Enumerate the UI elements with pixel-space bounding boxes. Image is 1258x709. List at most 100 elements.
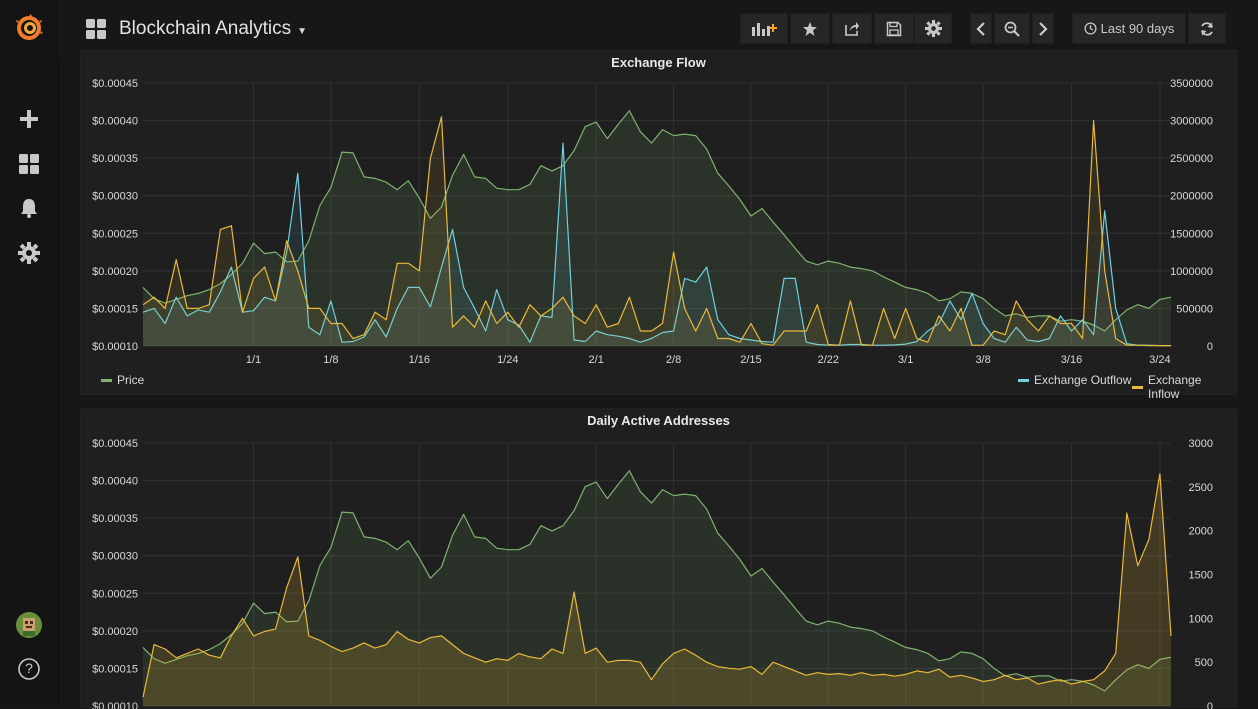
price-series-line	[142, 470, 1172, 692]
y-axis-left-tick: $0.00025	[92, 588, 138, 600]
y-axis-left-tick: $0.00035	[92, 513, 138, 525]
chevron-right-icon	[1039, 21, 1048, 36]
exchange-outflow-series-area	[143, 143, 1171, 346]
zoom-out-icon	[1004, 21, 1020, 37]
legend-label: Exchange Inflow	[1148, 373, 1202, 401]
refresh-button[interactable]	[1188, 13, 1226, 44]
y-axis-right-tick: 1500	[1189, 570, 1213, 582]
share-icon	[845, 21, 859, 36]
caret-down-icon: ▼	[297, 25, 308, 37]
gear-icon	[924, 20, 942, 37]
legend-swatch	[1018, 378, 1029, 382]
x-axis-tick: 1/16	[409, 354, 430, 366]
help-label: ?	[25, 660, 33, 676]
x-axis-tick: 2/1	[589, 354, 604, 366]
y-axis-left-tick: $0.00020	[92, 626, 138, 638]
time-back-button[interactable]	[970, 13, 992, 44]
dashboards-icon	[86, 19, 106, 39]
price-series-area	[143, 110, 1171, 346]
plus-icon[interactable]	[14, 104, 44, 134]
legend-label: Price	[117, 373, 145, 387]
price-series-line	[142, 110, 1172, 332]
exchange-flow-panel[interactable]: Exchange Flow $0.00010 $0.00015 $0.00020 $0…	[80, 50, 1237, 401]
legend-exchange-outflow[interactable]: Exchange Outflow	[1018, 373, 1131, 387]
bell-icon[interactable]	[14, 193, 44, 223]
zoom-out-button[interactable]	[994, 13, 1030, 44]
x-axis-tick: 2/8	[666, 354, 681, 366]
daily-active-addresses-panel[interactable]: Daily Active Addresses $0.00010 $0.00015 $…	[80, 408, 1237, 709]
x-axis-tick: 2/15	[740, 354, 761, 366]
x-axis-tick: 2/22	[818, 354, 839, 366]
star-icon	[803, 21, 817, 36]
price-series-area	[143, 470, 1171, 706]
dashboard-title: Blockchain Analytics	[119, 18, 292, 39]
time-range-picker[interactable]: Last 90 days	[1072, 13, 1186, 44]
x-axis-tick: 1/1	[246, 354, 261, 366]
y-axis-right-tick: 3000000	[1170, 116, 1213, 128]
panel-title: Daily Active Addresses	[587, 413, 730, 428]
dashboards-icon[interactable]	[14, 149, 44, 179]
y-axis-right-tick: 500000	[1176, 303, 1213, 315]
exchange-inflow-series-area	[143, 116, 1171, 346]
y-axis-left-tick: $0.00045	[92, 78, 138, 90]
legend-swatch	[101, 378, 112, 382]
daily-active-addresses-series-area	[143, 473, 1171, 706]
y-axis-right-tick: 2000	[1189, 526, 1213, 538]
y-axis-left-tick: $0.00045	[92, 438, 138, 450]
y-axis-right-tick: 1000000	[1170, 266, 1213, 278]
y-axis-right-tick: 2500	[1189, 482, 1213, 494]
y-axis-left-tick: $0.00015	[92, 303, 138, 315]
y-axis-left-tick: $0.00040	[92, 476, 138, 488]
y-axis-right-tick: 3000	[1189, 438, 1213, 450]
share-button[interactable]	[832, 13, 872, 44]
time-forward-button[interactable]	[1032, 13, 1054, 44]
y-axis-left-tick: $0.00040	[92, 116, 138, 128]
y-axis-right-tick: 2500000	[1170, 153, 1213, 165]
y-axis-right-tick: 0	[1207, 341, 1213, 353]
time-range-label: Last 90 days	[1100, 21, 1175, 36]
save-icon	[886, 21, 902, 36]
y-axis-left-tick: $0.00015	[92, 663, 138, 675]
exchange-outflow-series-line	[142, 142, 1171, 347]
add-panel-button[interactable]	[740, 13, 788, 44]
x-axis-tick: 1/24	[497, 354, 518, 366]
clock-icon	[1084, 22, 1097, 35]
daily-active-addresses-series-line	[142, 473, 1172, 698]
y-axis-right-tick: 1000	[1189, 613, 1213, 625]
add-panel-icon	[752, 22, 777, 36]
save-button[interactable]	[874, 13, 914, 44]
y-axis-left-tick: $0.00030	[92, 191, 138, 203]
legend-exchange-inflow[interactable]: Exchange Inflow	[1132, 373, 1236, 401]
x-axis-tick: 3/1	[898, 354, 913, 366]
y-axis-left-tick: $0.00010	[92, 341, 138, 353]
x-axis-tick: 3/8	[975, 354, 990, 366]
y-axis-right-tick: 2000000	[1170, 191, 1213, 203]
user-avatar-icon[interactable]	[14, 610, 44, 640]
refresh-icon	[1201, 21, 1213, 36]
legend-label: Exchange Outflow	[1034, 373, 1132, 387]
chevron-left-icon	[976, 21, 985, 36]
legend-swatch	[1132, 385, 1143, 389]
y-axis-left-tick: $0.00020	[92, 266, 138, 278]
gear-icon[interactable]	[14, 238, 44, 268]
grafana-logo-icon[interactable]	[14, 13, 44, 43]
x-axis-tick: 1/8	[323, 354, 338, 366]
y-axis-left-tick: $0.00010	[92, 701, 138, 709]
legend-price[interactable]: Price	[101, 373, 144, 387]
settings-button[interactable]	[914, 13, 952, 44]
x-axis-tick: 3/16	[1061, 354, 1082, 366]
dashboard-picker[interactable]: Blockchain Analytics ▼	[85, 14, 307, 44]
sidebar: ?	[0, 0, 59, 704]
y-axis-right-tick: 500	[1195, 657, 1213, 669]
star-button[interactable]	[790, 13, 830, 44]
exchange-inflow-series-line	[142, 116, 1171, 347]
y-axis-left-tick: $0.00025	[92, 228, 138, 240]
y-axis-right-tick: 0	[1207, 701, 1213, 709]
exchange-flow-chart: $0.00010 $0.00015 $0.00020 $0.00025 $0.00030…	[92, 78, 1213, 366]
y-axis-left-tick: $0.00030	[92, 551, 138, 563]
daily-active-addresses-chart: $0.00010 $0.00015 $0.00020 $0.00025 $0.00030…	[92, 438, 1213, 709]
x-axis-tick: 3/24	[1149, 354, 1170, 366]
panel-title: Exchange Flow	[611, 55, 706, 70]
top-navbar: Blockchain Analytics ▼ Last 90 days	[58, 0, 1258, 58]
help-icon[interactable]: ?	[14, 654, 44, 684]
